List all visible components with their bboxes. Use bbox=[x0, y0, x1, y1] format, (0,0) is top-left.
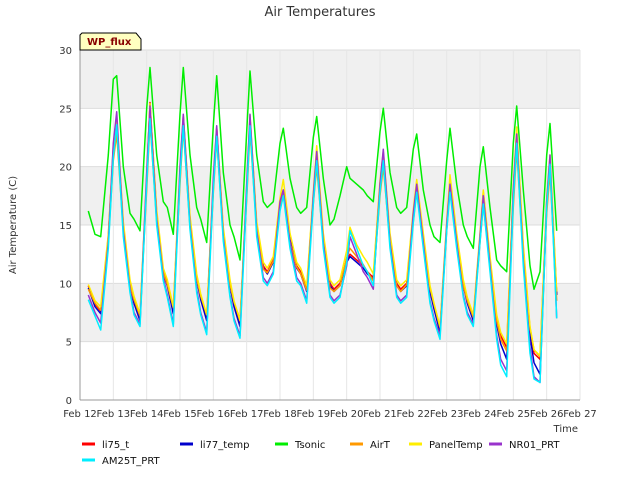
x-tick-label: Feb 15 bbox=[163, 409, 197, 420]
site-tag-label: WP_flux bbox=[87, 37, 132, 48]
x-tick-label: Feb 12 bbox=[63, 409, 97, 420]
x-tick-label: Feb 21 bbox=[363, 409, 397, 420]
series-line-am25t-prt bbox=[87, 118, 558, 384]
x-tick-label: Feb 17 bbox=[230, 409, 264, 420]
legend: li75_t li77_temp Tsonic AirT PanelTemp NR01_P… bbox=[82, 440, 560, 467]
y-axis-label: Air Temperature (C) bbox=[8, 176, 19, 274]
x-tick-label: Feb 18 bbox=[263, 409, 297, 420]
site-tag: WP_flux bbox=[79, 32, 142, 51]
chart-title: Air Temperatures bbox=[264, 5, 375, 20]
legend-label: AM25T_PRT bbox=[102, 456, 161, 467]
background-band bbox=[80, 50, 580, 109]
x-tick-label: Feb 25 bbox=[497, 409, 531, 420]
legend-label: PanelTemp bbox=[429, 440, 483, 451]
x-tick-label: Feb 26 bbox=[530, 409, 564, 420]
series-line-tsonic bbox=[87, 66, 558, 290]
legend-label: li75_t bbox=[102, 440, 129, 451]
legend-label: Tsonic bbox=[294, 440, 325, 451]
y-tick-label: 30 bbox=[59, 46, 72, 57]
x-tick-label: Feb 22 bbox=[397, 409, 431, 420]
x-tick-label: Feb 13 bbox=[97, 409, 131, 420]
x-tick-label: Feb 24 bbox=[463, 409, 497, 420]
y-tick-label: 0 bbox=[66, 396, 72, 407]
x-tick-label: Feb 14 bbox=[130, 409, 164, 420]
background-band bbox=[80, 166, 580, 225]
axes bbox=[79, 50, 580, 401]
legend-label: NR01_PRT bbox=[509, 440, 560, 451]
series-lines bbox=[87, 66, 558, 384]
y-tick-label: 10 bbox=[59, 279, 72, 290]
y-tick-label: 20 bbox=[59, 163, 72, 174]
x-tick-label: Feb 23 bbox=[430, 409, 464, 420]
legend-label: li77_temp bbox=[200, 440, 249, 451]
x-axis-label: Time bbox=[553, 424, 578, 435]
y-tick-label: 5 bbox=[66, 338, 72, 349]
y-tick-label: 15 bbox=[59, 221, 72, 232]
legend-label: AirT bbox=[370, 440, 391, 451]
x-tick-label: Feb 19 bbox=[297, 409, 331, 420]
y-tick-label: 25 bbox=[59, 104, 72, 115]
x-tick-label: Feb 27 bbox=[563, 409, 597, 420]
x-tick-label: Feb 16 bbox=[197, 409, 231, 420]
x-tick-label: Feb 20 bbox=[330, 409, 364, 420]
